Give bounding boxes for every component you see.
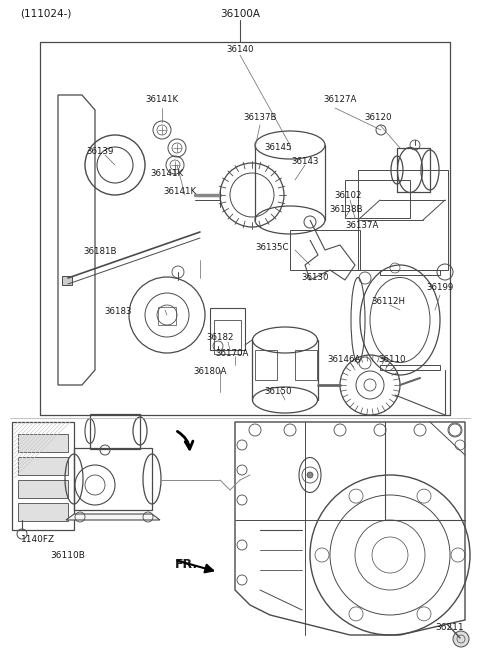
Text: 36143: 36143 xyxy=(291,157,319,166)
Text: 36102: 36102 xyxy=(334,191,362,200)
Bar xyxy=(18,434,68,452)
Text: 36145: 36145 xyxy=(264,143,292,153)
Text: 36146A: 36146A xyxy=(327,356,360,364)
Bar xyxy=(290,230,360,270)
Polygon shape xyxy=(66,514,160,520)
Bar xyxy=(62,276,72,285)
Text: 36137B: 36137B xyxy=(243,113,277,122)
Text: 36181B: 36181B xyxy=(83,248,117,257)
Bar xyxy=(295,350,317,380)
Bar xyxy=(214,320,241,354)
Text: FR.: FR. xyxy=(175,559,198,572)
Bar xyxy=(18,457,68,475)
Text: 36112H: 36112H xyxy=(371,297,405,307)
Text: 36199: 36199 xyxy=(426,284,454,293)
Text: 36141K: 36141K xyxy=(163,187,197,196)
Text: 36110: 36110 xyxy=(378,356,406,364)
Text: 36100A: 36100A xyxy=(220,9,260,19)
Text: 36141K: 36141K xyxy=(145,96,179,105)
Text: 36150: 36150 xyxy=(264,388,292,396)
Text: 36182: 36182 xyxy=(206,333,234,343)
Bar xyxy=(74,448,152,510)
Text: 36140: 36140 xyxy=(226,45,254,54)
Bar xyxy=(12,422,74,530)
Text: 36141K: 36141K xyxy=(150,168,183,178)
Bar xyxy=(90,414,140,449)
Text: 36137A: 36137A xyxy=(345,221,379,229)
Bar xyxy=(18,503,68,521)
Bar xyxy=(18,480,68,498)
Bar xyxy=(210,308,245,350)
Text: (111024-): (111024-) xyxy=(20,9,72,19)
Bar xyxy=(255,350,277,380)
Bar xyxy=(158,307,176,325)
Bar xyxy=(345,180,410,218)
Text: 36139: 36139 xyxy=(86,147,114,157)
Text: 36110B: 36110B xyxy=(50,550,85,559)
Text: 36183: 36183 xyxy=(104,307,132,316)
Text: 36135C: 36135C xyxy=(255,244,289,252)
Text: 36180A: 36180A xyxy=(193,367,227,377)
Text: 36127A: 36127A xyxy=(324,96,357,105)
Circle shape xyxy=(453,631,469,647)
Text: 36170A: 36170A xyxy=(216,350,249,358)
Text: 36138B: 36138B xyxy=(329,206,363,214)
Circle shape xyxy=(307,472,313,478)
Text: 36211: 36211 xyxy=(436,624,464,633)
Text: 36130: 36130 xyxy=(301,274,329,282)
Text: 1140FZ: 1140FZ xyxy=(21,536,55,544)
Bar xyxy=(358,170,448,270)
Text: 36120: 36120 xyxy=(364,113,392,122)
